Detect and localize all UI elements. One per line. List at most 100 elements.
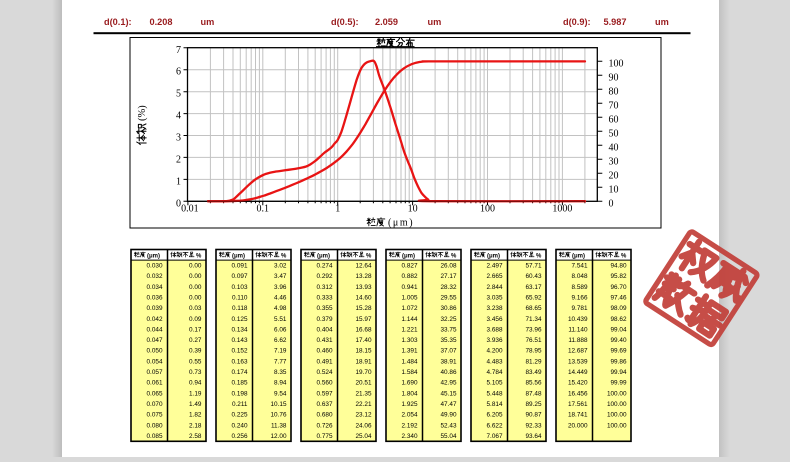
svg-text:(μm): (μm) — [572, 254, 585, 260]
svg-text:%: % — [366, 254, 372, 260]
svg-text:5.814: 5.814 — [487, 401, 503, 408]
svg-text:0.882: 0.882 — [402, 273, 418, 280]
svg-text:4: 4 — [176, 111, 181, 122]
svg-text:92.33: 92.33 — [526, 422, 542, 429]
svg-text:0.39: 0.39 — [189, 348, 202, 355]
svg-text:95.82: 95.82 — [611, 273, 627, 280]
svg-text:100.00: 100.00 — [607, 390, 627, 397]
svg-text:5.51: 5.51 — [274, 316, 287, 323]
svg-text:3.47: 3.47 — [274, 273, 287, 280]
svg-text:um: um — [655, 17, 669, 27]
svg-text:0.208: 0.208 — [150, 17, 173, 27]
svg-text:38.91: 38.91 — [441, 358, 457, 365]
svg-text:78.95: 78.95 — [526, 348, 542, 355]
svg-text:0.94: 0.94 — [189, 380, 202, 387]
svg-text:3.02: 3.02 — [274, 263, 287, 270]
svg-text:0.1: 0.1 — [257, 204, 270, 215]
svg-text:2.58: 2.58 — [189, 433, 202, 440]
svg-text:0.431: 0.431 — [317, 337, 333, 344]
svg-text:0.827: 0.827 — [402, 263, 418, 270]
svg-text:0.044: 0.044 — [147, 326, 163, 333]
svg-text:14.60: 14.60 — [356, 294, 372, 301]
svg-text:0.560: 0.560 — [317, 380, 333, 387]
svg-text:(μm): (μm) — [487, 254, 500, 260]
svg-text:2.665: 2.665 — [487, 273, 503, 280]
svg-text:60.43: 60.43 — [526, 273, 542, 280]
svg-text:(%): (%) — [137, 105, 148, 121]
svg-text:37.07: 37.07 — [441, 348, 457, 355]
svg-text:0.292: 0.292 — [317, 273, 333, 280]
svg-text:1.072: 1.072 — [402, 305, 418, 312]
svg-text:22.21: 22.21 — [356, 401, 372, 408]
svg-text:94.80: 94.80 — [611, 263, 627, 270]
svg-text:21.35: 21.35 — [356, 390, 372, 397]
svg-text:0.17: 0.17 — [189, 326, 202, 333]
svg-text:99.86: 99.86 — [611, 358, 627, 365]
svg-text:0.118: 0.118 — [232, 305, 248, 312]
svg-text:0.460: 0.460 — [317, 348, 333, 355]
svg-text:0.075: 0.075 — [147, 412, 163, 419]
svg-text:5.987: 5.987 — [604, 17, 627, 27]
svg-text:60: 60 — [609, 114, 619, 125]
svg-text:13.28: 13.28 — [356, 273, 372, 280]
svg-text:0.047: 0.047 — [147, 337, 163, 344]
svg-text:24.06: 24.06 — [356, 422, 372, 429]
svg-text:9.54: 9.54 — [274, 390, 287, 397]
svg-text:70: 70 — [609, 100, 619, 111]
svg-text:14.449: 14.449 — [568, 369, 588, 376]
svg-text:100.00: 100.00 — [607, 401, 627, 408]
svg-text:0.03: 0.03 — [189, 305, 202, 312]
svg-text:100: 100 — [609, 58, 624, 69]
svg-text:0.597: 0.597 — [317, 390, 333, 397]
svg-text:18.91: 18.91 — [356, 358, 372, 365]
svg-text:%: % — [621, 254, 627, 260]
svg-text:0.065: 0.065 — [147, 390, 163, 397]
svg-text:um: um — [428, 17, 442, 27]
svg-text:0.054: 0.054 — [147, 358, 163, 365]
svg-text:68.65: 68.65 — [526, 305, 542, 312]
svg-text:4.200: 4.200 — [487, 348, 503, 355]
svg-text:1.19: 1.19 — [189, 390, 202, 397]
svg-text:0.00: 0.00 — [189, 294, 202, 301]
svg-text:0.080: 0.080 — [147, 422, 163, 429]
svg-text:3: 3 — [176, 133, 181, 144]
svg-text:7.77: 7.77 — [274, 358, 287, 365]
svg-text:0.312: 0.312 — [317, 284, 333, 291]
svg-text:8.048: 8.048 — [572, 273, 588, 280]
svg-text:23.12: 23.12 — [356, 412, 372, 419]
svg-text:2.192: 2.192 — [402, 422, 418, 429]
svg-text:(μm): (μm) — [402, 254, 415, 260]
svg-text:42.95: 42.95 — [441, 380, 457, 387]
svg-text:18.741: 18.741 — [568, 412, 588, 419]
svg-text:0.103: 0.103 — [232, 284, 248, 291]
svg-text:16.68: 16.68 — [356, 326, 372, 333]
svg-text:0.680: 0.680 — [317, 412, 333, 419]
svg-text:10.76: 10.76 — [271, 412, 287, 419]
svg-text:100.00: 100.00 — [607, 412, 627, 419]
svg-text:1000: 1000 — [552, 204, 572, 215]
svg-text:10.439: 10.439 — [568, 316, 588, 323]
svg-text:17.561: 17.561 — [568, 401, 588, 408]
svg-text:0.097: 0.097 — [232, 273, 248, 280]
svg-text:16.456: 16.456 — [568, 390, 588, 397]
svg-text:40.86: 40.86 — [441, 369, 457, 376]
svg-text:30: 30 — [609, 156, 619, 167]
svg-text:0.00: 0.00 — [189, 263, 202, 270]
svg-text:0.057: 0.057 — [147, 369, 163, 376]
svg-text:25.04: 25.04 — [356, 433, 372, 440]
svg-text:4.98: 4.98 — [274, 305, 287, 312]
svg-text:0.27: 0.27 — [189, 337, 202, 344]
svg-text:13.93: 13.93 — [356, 284, 372, 291]
svg-text:33.75: 33.75 — [441, 326, 457, 333]
svg-text:20: 20 — [609, 170, 619, 181]
svg-text:0.125: 0.125 — [232, 316, 248, 323]
svg-text:100: 100 — [480, 204, 495, 215]
svg-text:0.211: 0.211 — [232, 401, 248, 408]
svg-text:57.71: 57.71 — [526, 263, 542, 270]
svg-text:96.70: 96.70 — [611, 284, 627, 291]
svg-text:15.420: 15.420 — [568, 380, 588, 387]
svg-text:63.17: 63.17 — [526, 284, 542, 291]
svg-text:49.90: 49.90 — [441, 412, 457, 419]
svg-text:0.174: 0.174 — [232, 369, 248, 376]
svg-text:0.198: 0.198 — [232, 390, 248, 397]
